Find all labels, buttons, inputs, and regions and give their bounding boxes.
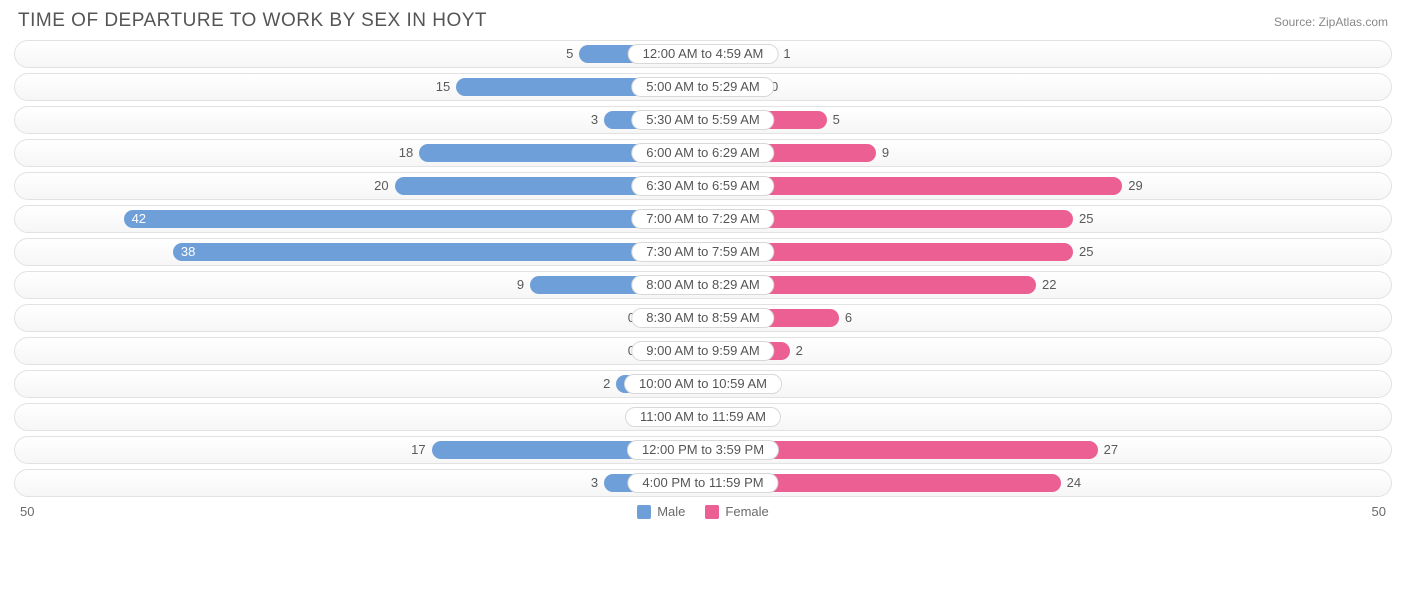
- chart-title: TIME OF DEPARTURE TO WORK BY SEX IN HOYT: [18, 10, 487, 32]
- category-label: 8:30 AM to 8:59 AM: [631, 308, 774, 328]
- axis-right-max: 50: [1372, 504, 1386, 519]
- chart-footer: 50 Male Female 50: [14, 502, 1392, 519]
- value-label-female: 1: [783, 45, 790, 63]
- legend-swatch-male: [637, 505, 651, 519]
- bar-male: 42: [124, 210, 703, 228]
- value-label-male: 9: [517, 276, 524, 294]
- value-label-female: 27: [1104, 441, 1118, 459]
- legend-swatch-female: [705, 505, 719, 519]
- value-label-female: 29: [1128, 177, 1142, 195]
- value-label-male: 20: [374, 177, 388, 195]
- category-label: 4:00 PM to 11:59 PM: [627, 473, 778, 493]
- chart-row: 38 25 7:30 AM to 7:59 AM: [14, 238, 1392, 266]
- category-label: 11:00 AM to 11:59 AM: [625, 407, 781, 427]
- legend-item-male: Male: [637, 504, 685, 519]
- chart-source: Source: ZipAtlas.com: [1274, 15, 1388, 29]
- value-label-female: 5: [833, 111, 840, 129]
- value-label-female: 22: [1042, 276, 1056, 294]
- value-label-male: 38: [173, 243, 203, 261]
- chart-row: 068:30 AM to 8:59 AM: [14, 304, 1392, 332]
- value-label-female: 25: [1079, 243, 1093, 261]
- category-label: 12:00 AM to 4:59 AM: [628, 44, 779, 64]
- category-label: 9:00 AM to 9:59 AM: [631, 341, 774, 361]
- value-label-male: 5: [566, 45, 573, 63]
- chart-row: 5 112:00 AM to 4:59 AM: [14, 40, 1392, 68]
- axis-left-max: 50: [20, 504, 34, 519]
- category-label: 5:30 AM to 5:59 AM: [631, 110, 774, 130]
- value-label-female: 9: [882, 144, 889, 162]
- chart-row: 20 29 6:30 AM to 6:59 AM: [14, 172, 1392, 200]
- chart-row: 029:00 AM to 9:59 AM: [14, 337, 1392, 365]
- category-label: 12:00 PM to 3:59 PM: [627, 440, 779, 460]
- value-label-male: 3: [591, 474, 598, 492]
- chart-header: TIME OF DEPARTURE TO WORK BY SEX IN HOYT…: [14, 10, 1392, 32]
- category-label: 6:00 AM to 6:29 AM: [631, 143, 774, 163]
- category-label: 8:00 AM to 8:29 AM: [631, 275, 774, 295]
- category-label: 7:30 AM to 7:59 AM: [631, 242, 774, 262]
- chart-row: 0011:00 AM to 11:59 AM: [14, 403, 1392, 431]
- value-label-male: 18: [399, 144, 413, 162]
- chart-row: 3 5 5:30 AM to 5:59 AM: [14, 106, 1392, 134]
- legend-item-female: Female: [705, 504, 768, 519]
- value-label-female: 6: [845, 309, 852, 327]
- chart-row: 2010:00 AM to 10:59 AM: [14, 370, 1392, 398]
- category-label: 7:00 AM to 7:29 AM: [631, 209, 774, 229]
- chart-area: 5 112:00 AM to 4:59 AM 1505:00 AM to 5:29 …: [14, 40, 1392, 497]
- chart-row: 17 27 12:00 PM to 3:59 PM: [14, 436, 1392, 464]
- value-label-male: 2: [603, 375, 610, 393]
- legend-label-male: Male: [657, 504, 685, 519]
- value-label-male: 17: [411, 441, 425, 459]
- chart-row: 3 24 4:00 PM to 11:59 PM: [14, 469, 1392, 497]
- chart-row: 42 25 7:00 AM to 7:29 AM: [14, 205, 1392, 233]
- value-label-male: 42: [124, 210, 154, 228]
- bar-male: 38: [173, 243, 703, 261]
- chart-row: 18 9 6:00 AM to 6:29 AM: [14, 139, 1392, 167]
- chart-row: 1505:00 AM to 5:29 AM: [14, 73, 1392, 101]
- category-label: 5:00 AM to 5:29 AM: [631, 77, 774, 97]
- value-label-male: 3: [591, 111, 598, 129]
- value-label-female: 24: [1067, 474, 1081, 492]
- chart-row: 9 22 8:00 AM to 8:29 AM: [14, 271, 1392, 299]
- category-label: 6:30 AM to 6:59 AM: [631, 176, 774, 196]
- value-label-female: 2: [796, 342, 803, 360]
- value-label-female: 25: [1079, 210, 1093, 228]
- category-label: 10:00 AM to 10:59 AM: [624, 374, 782, 394]
- value-label-male: 15: [436, 78, 450, 96]
- legend-label-female: Female: [725, 504, 768, 519]
- legend: Male Female: [637, 504, 769, 519]
